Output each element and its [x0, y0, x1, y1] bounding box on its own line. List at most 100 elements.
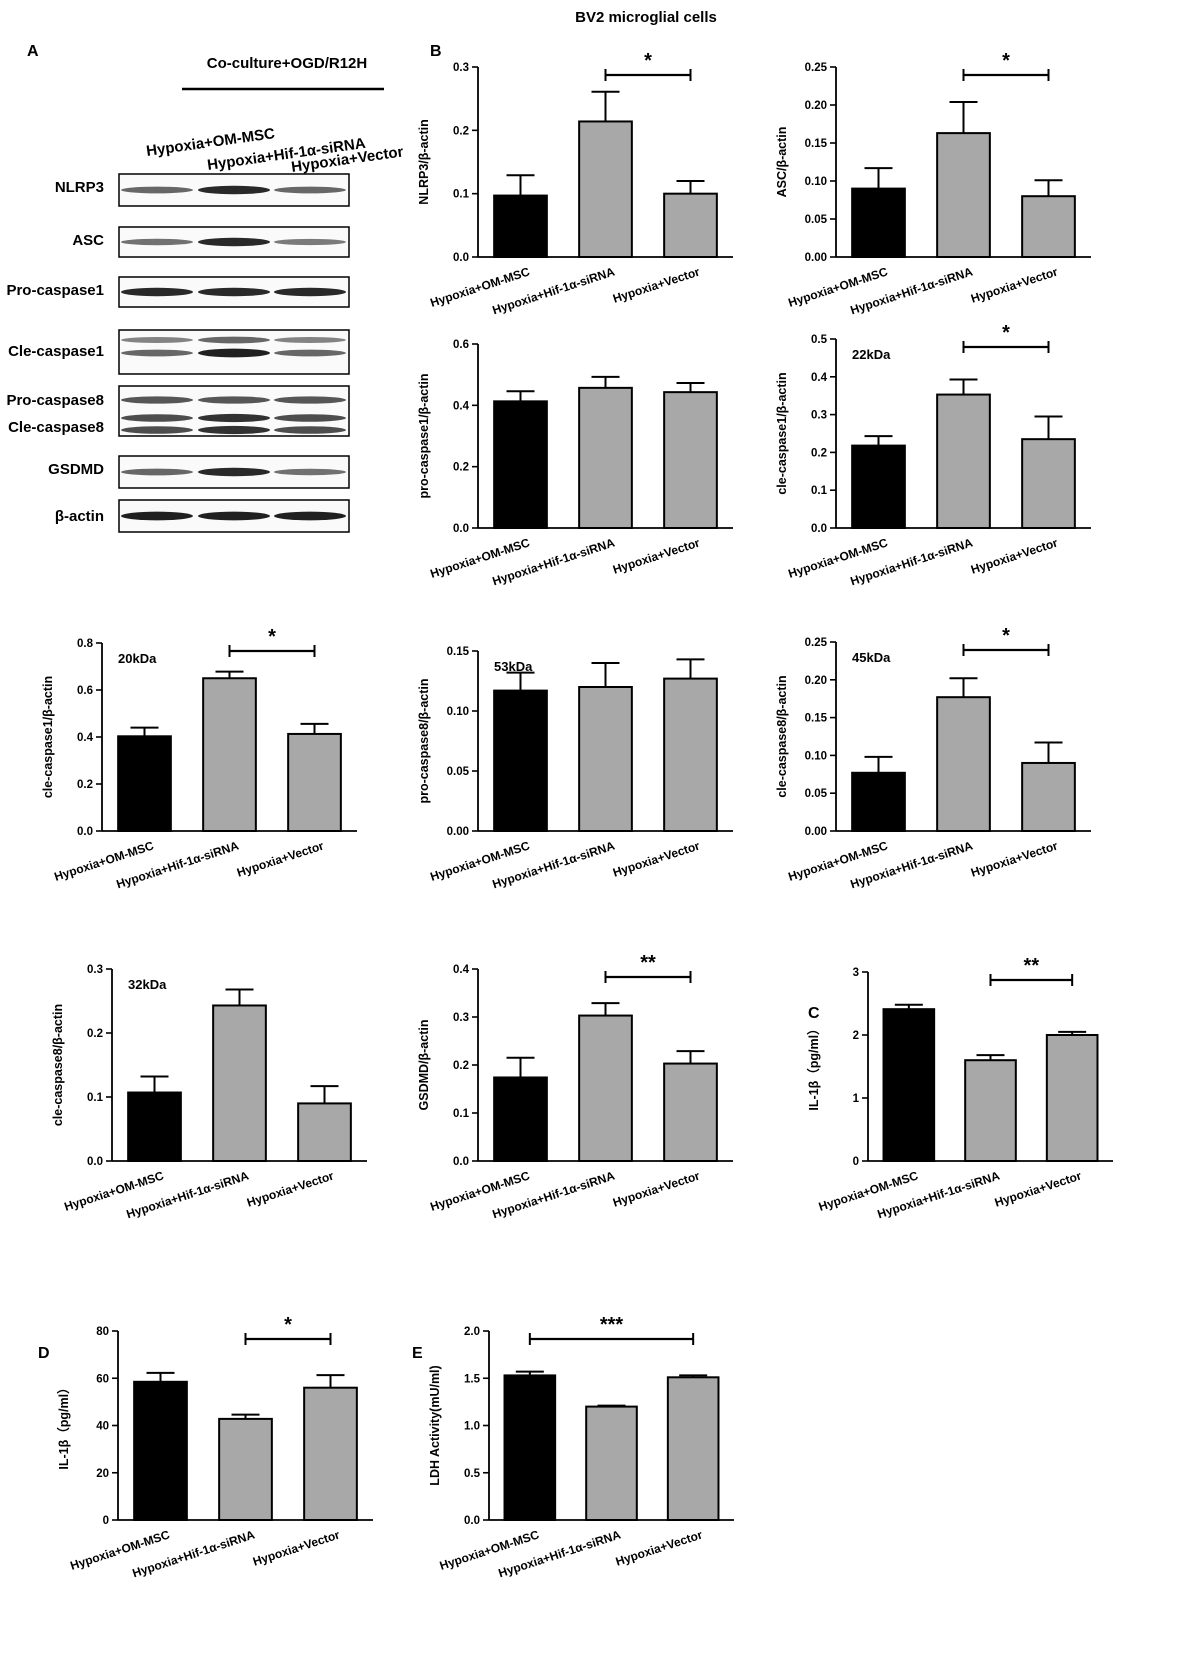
y-tick-label: 80 [96, 1326, 109, 1338]
bar [493, 194, 548, 258]
y-axis-label: cle-caspase8/β-actin [51, 1004, 65, 1126]
y-tick-label: 0.6 [453, 339, 469, 351]
x-tick-label: Hypoxia+Vector [969, 264, 1060, 305]
bar [851, 771, 906, 833]
panel-letter-a: A [27, 43, 39, 60]
chart-asc: 0.00 0.05 0.10 0.15 0.20 0.25 ASC/β-actin Hypox… [775, 50, 1091, 317]
x-tick-label: Hypoxia+Vector [969, 535, 1060, 576]
x-tick-label: Hypoxia+Vector [614, 1527, 705, 1568]
bar [493, 1076, 548, 1162]
y-axis-label: IL-1β（pg/ml） [806, 1022, 821, 1110]
bar [663, 1062, 718, 1163]
blot-band [274, 414, 346, 422]
y-tick-label: 0.25 [805, 637, 828, 649]
y-tick-label: 0.0 [77, 826, 93, 838]
y-tick-label: 60 [96, 1373, 109, 1385]
y-tick-label: 0.00 [447, 826, 469, 838]
blot-band [198, 396, 270, 404]
y-axis-label: cle-caspase1/β-actin [775, 372, 789, 494]
blot-band [121, 349, 193, 357]
x-tick-label: Hypoxia+Vector [611, 838, 702, 879]
blot-row-label: GSDMD [48, 461, 104, 478]
blot-band [121, 396, 193, 404]
bar [202, 677, 257, 832]
y-tick-label: 0.05 [447, 766, 470, 778]
bar [578, 120, 633, 259]
y-tick-label: 0.4 [77, 732, 94, 744]
blot-band [274, 238, 346, 246]
significance-label: *** [600, 1314, 624, 1336]
chart-clecasp1_22: 0.0 0.1 0.2 0.3 0.4 0.5 cle-caspase1/β-actin Hy… [775, 322, 1091, 588]
bar [212, 1004, 267, 1162]
significance-label: * [1002, 50, 1010, 72]
x-tick-label: Hypoxia+Vector [611, 264, 702, 305]
bar [851, 444, 906, 530]
y-tick-label: 0.5 [811, 334, 828, 346]
bar [297, 1102, 352, 1163]
blot-band [274, 287, 346, 297]
y-tick-label: 0.1 [453, 1108, 470, 1120]
y-tick-label: 0.15 [805, 138, 828, 150]
bar [663, 391, 718, 529]
bar [936, 393, 991, 530]
significance-label: ** [640, 952, 656, 974]
chart-il1b_c: 0123IL-1β（pg/ml）Hypoxia+OM-MSCHypoxia+Hi… [806, 955, 1113, 1221]
x-tick-label: Hypoxia+Vector [251, 1527, 342, 1568]
blot-row-label: Cle-caspase1 [8, 343, 104, 360]
x-tick-label: Hypoxia+Vector [245, 1168, 336, 1209]
x-tick-label: Hypoxia+Vector [993, 1168, 1084, 1209]
x-tick-label: Hypoxia+Vector [611, 1168, 702, 1209]
bar [663, 192, 718, 259]
bar [882, 1008, 936, 1162]
chart-clecasp8_32: 0.0 0.1 0.2 0.3 cle-caspase8/β-actin Hypoxia+… [51, 964, 367, 1221]
blot-band [198, 336, 270, 344]
chart-annotation: 22kDa [852, 347, 891, 362]
chart-procasp1: 0.0 0.2 0.4 0.6 pro-caspase1/β-actin Hypoxia+… [417, 339, 733, 588]
bar [578, 386, 633, 529]
y-tick-label: 2.0 [464, 1326, 480, 1338]
chart-gsdmd: 0.00.10.20.30.4GSDMD/β-actinHypoxia+OM-M… [417, 952, 733, 1221]
y-axis-label: IL-1β（pg/ml） [56, 1381, 71, 1469]
y-tick-label: 2 [853, 1030, 859, 1042]
y-tick-label: 0.10 [805, 176, 827, 188]
bar [663, 677, 718, 832]
y-tick-label: 1.5 [464, 1373, 481, 1385]
y-tick-label: 0.15 [805, 713, 828, 725]
bar [287, 732, 342, 833]
significance-label: ** [1024, 955, 1040, 977]
y-axis-label: GSDMD/β-actin [417, 1020, 431, 1111]
bar [218, 1417, 273, 1522]
blot-band [274, 186, 346, 194]
blot-row-label: Cle-caspase8 [8, 419, 104, 436]
y-tick-label: 0.20 [805, 100, 827, 112]
bar [493, 689, 548, 832]
chart-annotation: 45kDa [852, 650, 891, 665]
significance-label: * [1002, 322, 1010, 344]
y-tick-label: 0.0 [811, 523, 827, 535]
bar [303, 1386, 358, 1521]
chart-procasp8: 0.00 0.05 0.10 0.15 pro-caspase8/β-actin Hypo… [417, 646, 733, 891]
bar [578, 686, 633, 832]
y-axis-label: pro-caspase1/β-actin [417, 373, 431, 498]
y-tick-label: 0.4 [453, 400, 470, 412]
bar [851, 187, 906, 259]
blot-band [274, 337, 346, 343]
chart-annotation: 32kDa [128, 977, 167, 992]
y-tick-label: 0.0 [453, 523, 469, 535]
y-tick-label: 0.3 [453, 1012, 469, 1024]
chart-ldh: 0.0 0.5 1.0 1.5 2.0 LDH Activity(mU/ml) Hypoxi… [428, 1314, 734, 1580]
blot-band [198, 287, 270, 297]
blot-band [121, 511, 193, 521]
y-axis-label: ASC/β-actin [775, 127, 789, 198]
western-blot-panel: Co-culture+OGD/R12H Hypoxia+OM-MSC Hypox… [6, 55, 405, 533]
y-tick-label: 0.2 [87, 1028, 103, 1040]
y-tick-label: 0.00 [805, 826, 827, 838]
y-tick-label: 0.10 [805, 750, 827, 762]
bar [117, 735, 172, 832]
bar [1021, 195, 1076, 258]
y-tick-label: 0.15 [447, 646, 470, 658]
blot-band [274, 349, 346, 357]
y-tick-label: 0 [103, 1515, 109, 1527]
bar [666, 1376, 720, 1522]
